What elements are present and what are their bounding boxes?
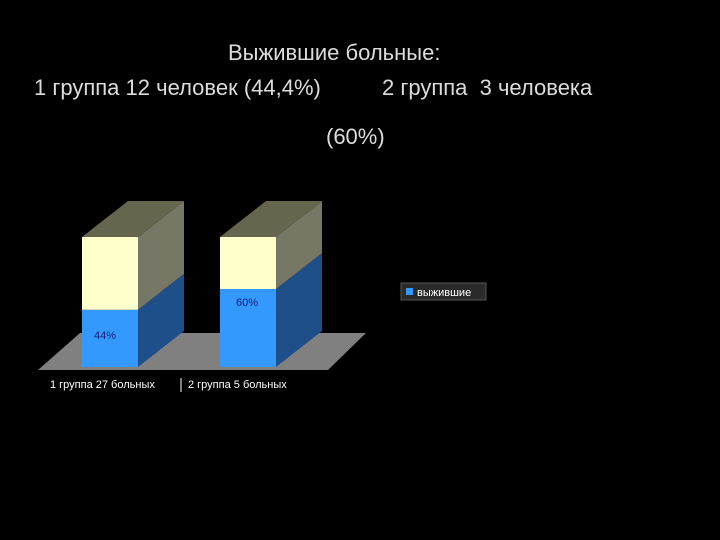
bar-rest [82, 237, 138, 310]
chart-title-line-3: (60%) [326, 124, 385, 149]
bar-top-face [82, 201, 184, 237]
chart-bars [82, 201, 322, 367]
bar-rest [220, 237, 276, 289]
legend-label: выжившие [417, 287, 471, 299]
bar-side-upper [138, 201, 184, 310]
bar-survivors [82, 309, 138, 367]
chart-labels: 44% 1 группа 27 больных 60% 2 группа 5 боль… [50, 297, 287, 392]
legend-box [400, 282, 487, 301]
bar-top-face [220, 201, 322, 237]
bar-side-lower [138, 273, 184, 367]
chart-title-line-1: Выжившие больные: [228, 40, 441, 65]
chart-title-line-2: 1 группа 12 человек (44,4%) 2 группа 3 ч… [34, 75, 593, 100]
bar-survivors [220, 289, 276, 367]
legend-swatch [406, 288, 413, 295]
bar-side-lower [276, 253, 322, 367]
data-label: 60% [236, 297, 258, 309]
chart-legend: выжившие [400, 282, 487, 301]
bar-side-upper [276, 201, 322, 289]
category-label: 2 группа 5 больных [188, 379, 287, 391]
category-label: 1 группа 27 больных [50, 379, 155, 391]
data-label: 44% [94, 330, 116, 342]
